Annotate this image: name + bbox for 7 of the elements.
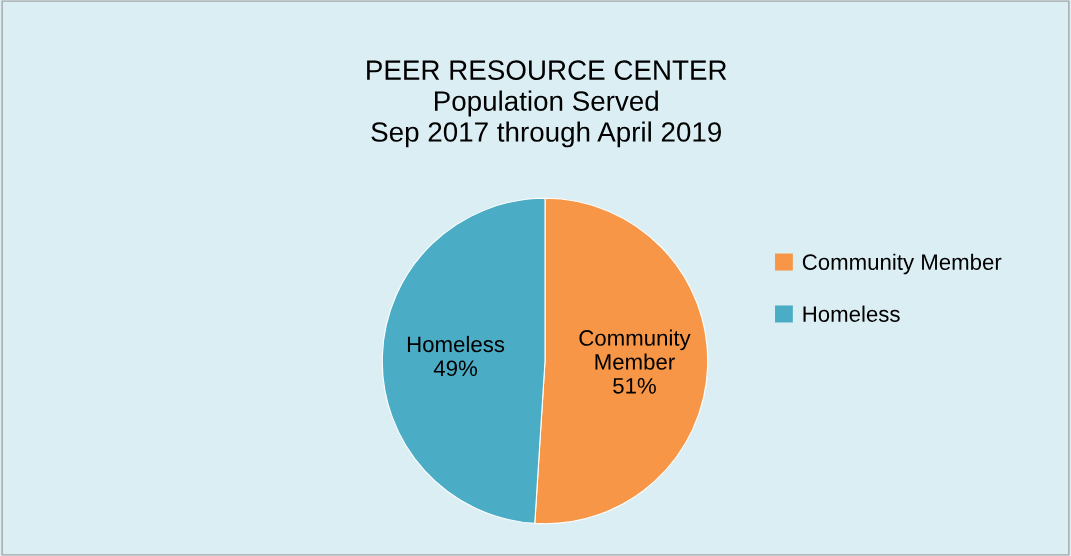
slice-label: Homeless — [407, 335, 505, 353]
legend-label: Homeless — [803, 305, 900, 322]
data-label: 51% — [613, 378, 656, 394]
chart-title: PEER RESOURCE CENTER Population Served Sep 2017 through April 2019 — [367, 60, 727, 148]
legend-label: Community Member — [802, 253, 1002, 275]
data-label: 49% — [433, 360, 477, 377]
slice-label: Community Member — [579, 329, 691, 370]
